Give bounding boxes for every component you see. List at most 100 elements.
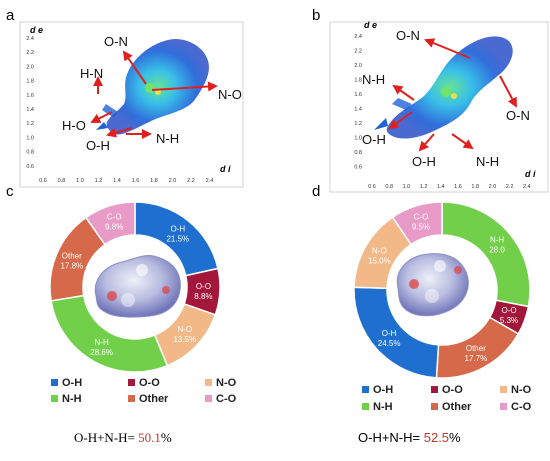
- legend-label: Other: [139, 393, 169, 405]
- summary-c: O-H+N-H= 50.1%: [74, 430, 172, 445]
- x-tick-label: 0.6: [368, 184, 376, 190]
- legend-swatch-c-o: [500, 403, 507, 410]
- y-tick-label: 2.0: [26, 64, 34, 70]
- x-tick-label: 2.4: [523, 184, 531, 190]
- x-tick-label: 2.2: [187, 178, 195, 184]
- legend-swatch-n-o: [500, 386, 507, 393]
- x-tick-label: 2.2: [506, 184, 514, 190]
- slice-name-label: N-H: [490, 235, 504, 244]
- legend-label: Other: [442, 401, 472, 413]
- slice-value-label: 17.7%: [465, 354, 488, 363]
- slice-value-label: 15.0%: [368, 257, 391, 266]
- legend-label: O-H: [62, 377, 82, 389]
- y-tick-label: 0.8: [354, 150, 362, 156]
- x-tick-label: 1.0: [403, 184, 411, 190]
- fingerprint-plot-b: d e d i 2.4 2.2 2.0 1.8 1.6 1.4 1.2 1.0 0.8 0.6 0…: [329, 20, 549, 193]
- x-tick-label: 2.0: [169, 178, 177, 184]
- slice-value-label: 24.5%: [378, 339, 401, 348]
- legend-label: N-H: [62, 393, 82, 405]
- donut-chart-c: O-H21.5% O-O8.8% N-O13.5% N-H28.6% Other17.8…: [49, 201, 221, 373]
- y-tick-label: 2.0: [354, 63, 362, 69]
- y-tick-label: 1.8: [354, 78, 362, 84]
- plot-frame-b: [329, 21, 549, 193]
- slice-value-label: 17.8%: [60, 262, 83, 271]
- summary-text-c: O-H+N-H=: [74, 430, 138, 445]
- contact-annotation: O-N: [104, 34, 128, 49]
- legend-swatch-o-o: [128, 379, 135, 386]
- legend-d: O-H O-O N-O N-H Other C-O: [362, 384, 532, 413]
- legend-label: N-H: [373, 401, 393, 413]
- legend-label: N-O: [511, 384, 532, 396]
- contact-annotation: O-H: [362, 132, 386, 147]
- contact-annotation: N-H: [476, 154, 499, 169]
- legend-swatch-n-o: [205, 379, 212, 386]
- x-tick-label: 1.8: [150, 178, 158, 184]
- arrows-b: [388, 38, 517, 152]
- x-tick-label: 0.8: [58, 178, 66, 184]
- annotations-b: O-N N-H O-N O-H O-H N-H: [362, 28, 530, 169]
- slice-name-label: N-O: [372, 247, 387, 256]
- donut-slice-c-o: [391, 201, 443, 246]
- slice-name-label: C-O: [414, 213, 429, 222]
- panel-label-d: d: [312, 183, 320, 200]
- contact-annotation: O-H: [86, 138, 110, 153]
- summary-d: O-H+N-H= 52.5%: [358, 430, 461, 445]
- x-tick-labels-b: 0.6 0.8 1.0 1.2 1.4 1.6 1.8 2.0 2.2 2.4: [368, 184, 530, 190]
- y-tick-label: 2.2: [26, 50, 34, 56]
- legend-swatch-o-h: [51, 379, 58, 386]
- legend-swatch-c-o: [205, 395, 212, 402]
- plot-frame-a: [19, 21, 244, 188]
- slice-value-label: 13.5%: [173, 335, 196, 344]
- contact-annotation: N-O: [218, 87, 242, 102]
- slice-name-label: Other: [62, 252, 82, 261]
- legend-label: O-O: [442, 384, 463, 396]
- molecule-surface-d: [396, 253, 469, 317]
- slice-name-label: O-O: [196, 282, 211, 291]
- x-tick-label: 0.8: [385, 184, 393, 190]
- x-tick-label: 0.6: [39, 178, 47, 184]
- y-tick-label: 1.8: [26, 79, 34, 85]
- x-tick-label: 2.4: [206, 178, 214, 184]
- slice-name-label: O-H: [382, 329, 397, 338]
- y-tick-label: 1.0: [26, 135, 34, 141]
- y-tick-label: 1.2: [26, 121, 34, 127]
- legend-label: N-O: [216, 377, 237, 389]
- x-tick-label: 1.0: [76, 178, 84, 184]
- x-tick-label: 1.6: [132, 178, 140, 184]
- legend-swatch-other: [431, 403, 438, 410]
- legend-c: O-H O-O N-O N-H Other C-O: [51, 377, 237, 405]
- legend-swatch-n-h: [51, 395, 58, 402]
- contact-annotation: H-N: [80, 66, 103, 81]
- panel-label-c: c: [6, 183, 14, 200]
- molecule-surface-c: [94, 255, 181, 318]
- fingerprint-plot-a: d e d i 2.4 2.2 2.0 1.8 1.6 1.4 1.2 1.0 0.8 0.6 0…: [19, 21, 244, 188]
- summary-unit-d: %: [449, 430, 461, 445]
- contact-annotation: O-H: [412, 154, 436, 169]
- slice-name-label: C-O: [107, 213, 122, 222]
- y-tick-label: 1.0: [354, 136, 362, 142]
- y-tick-label: 1.6: [26, 93, 34, 99]
- axis-label-di-a: d i: [220, 164, 231, 174]
- y-tick-labels-a: 2.4 2.2 2.0 1.8 1.6 1.4 1.2 1.0 0.8 0.6: [26, 36, 34, 170]
- panel-label-a: a: [6, 7, 15, 24]
- slice-value-label: 9.8%: [105, 223, 123, 232]
- y-tick-label: 0.8: [26, 150, 34, 156]
- y-tick-label: 2.4: [26, 36, 34, 42]
- x-tick-label: 1.8: [471, 184, 479, 190]
- slice-value-label: 28.6%: [90, 348, 113, 357]
- slice-name-label: N-O: [177, 325, 192, 334]
- y-tick-labels-b: 2.4 2.2 2.0 1.8 1.6 1.4 1.2 1.0 0.8 0.6: [354, 34, 362, 171]
- contact-annotation: H-O: [62, 118, 86, 133]
- annotations-a: O-N H-N N-O H-OO-H N-H: [62, 34, 242, 153]
- fingerprint-cloud-b: [374, 36, 513, 139]
- summary-value-c: 50.1: [138, 430, 161, 445]
- legend-label: C-O: [511, 401, 532, 413]
- donut-slices-d: [353, 201, 531, 379]
- legend-swatch-other: [128, 395, 135, 402]
- x-tick-label: 1.4: [437, 184, 445, 190]
- x-tick-label: 1.2: [95, 178, 103, 184]
- slice-name-label: O-H: [170, 225, 185, 234]
- y-tick-label: 1.2: [354, 121, 362, 127]
